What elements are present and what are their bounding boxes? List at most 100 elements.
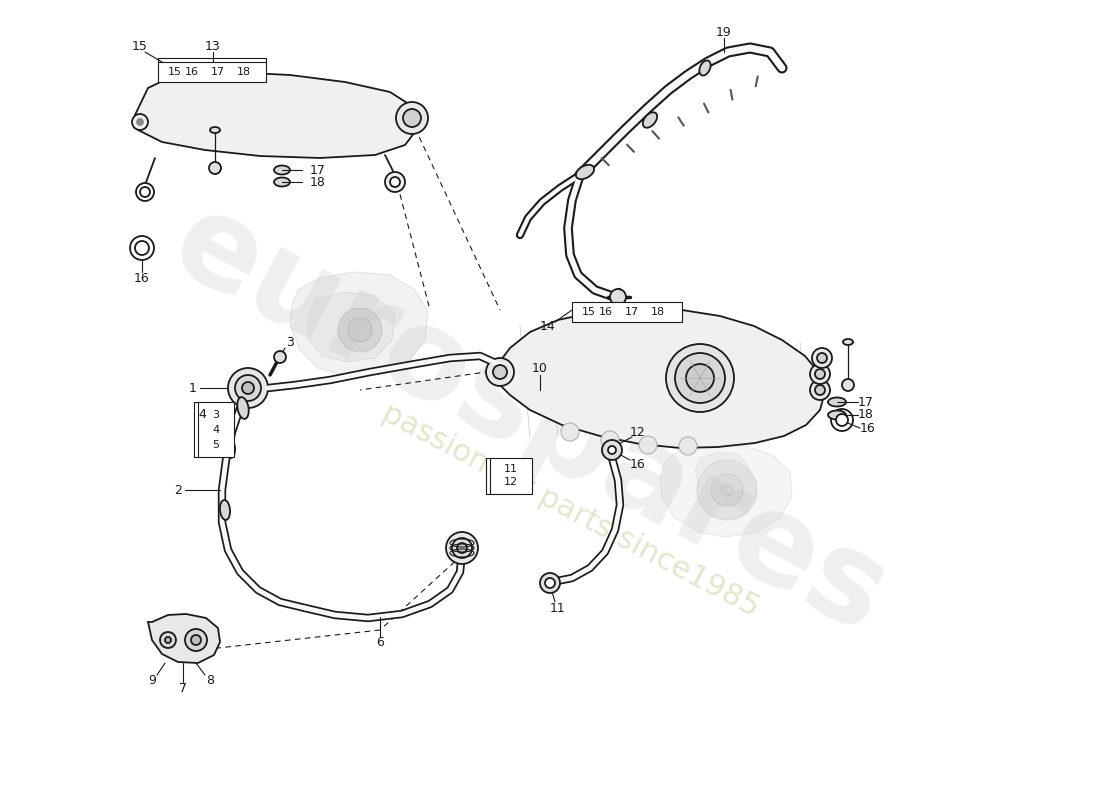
Circle shape xyxy=(165,637,170,643)
Circle shape xyxy=(817,353,827,363)
Circle shape xyxy=(675,353,725,403)
Text: 16: 16 xyxy=(185,67,199,77)
Circle shape xyxy=(456,543,468,553)
Polygon shape xyxy=(660,444,792,537)
Text: 3: 3 xyxy=(286,337,294,350)
Text: 5: 5 xyxy=(212,440,220,450)
Text: 11: 11 xyxy=(504,464,518,474)
Text: 13: 13 xyxy=(205,41,221,54)
Circle shape xyxy=(697,460,757,520)
Text: 19: 19 xyxy=(716,26,732,38)
Circle shape xyxy=(242,382,254,394)
Circle shape xyxy=(348,318,372,342)
Text: 18: 18 xyxy=(651,307,666,317)
Circle shape xyxy=(338,308,382,352)
Text: 11: 11 xyxy=(550,602,565,614)
Text: 16: 16 xyxy=(860,422,876,434)
Text: 16: 16 xyxy=(600,307,613,317)
Ellipse shape xyxy=(224,438,235,458)
Circle shape xyxy=(235,375,261,401)
Ellipse shape xyxy=(828,398,846,406)
Circle shape xyxy=(132,114,148,130)
Text: 18: 18 xyxy=(236,67,251,77)
Text: 15: 15 xyxy=(132,41,147,54)
Ellipse shape xyxy=(828,410,846,419)
Circle shape xyxy=(602,440,621,460)
Text: eurospares: eurospares xyxy=(153,181,907,659)
Circle shape xyxy=(228,368,268,408)
Circle shape xyxy=(452,538,472,558)
Circle shape xyxy=(140,187,150,197)
Polygon shape xyxy=(290,272,428,376)
Polygon shape xyxy=(695,452,748,496)
Circle shape xyxy=(396,102,428,134)
Circle shape xyxy=(720,484,733,496)
Circle shape xyxy=(608,446,616,454)
Text: 15: 15 xyxy=(582,307,596,317)
Circle shape xyxy=(191,635,201,645)
Ellipse shape xyxy=(843,339,852,345)
Circle shape xyxy=(679,437,697,455)
Circle shape xyxy=(385,172,405,192)
Circle shape xyxy=(601,431,619,449)
Circle shape xyxy=(403,109,421,127)
Ellipse shape xyxy=(238,397,249,419)
Circle shape xyxy=(815,369,825,379)
Polygon shape xyxy=(308,292,395,362)
Ellipse shape xyxy=(642,112,657,128)
Circle shape xyxy=(810,380,830,400)
Circle shape xyxy=(486,358,514,386)
Circle shape xyxy=(686,364,714,392)
Text: 17: 17 xyxy=(858,395,873,409)
Circle shape xyxy=(842,379,854,391)
Text: 16: 16 xyxy=(630,458,646,470)
Text: 14: 14 xyxy=(540,319,556,333)
Circle shape xyxy=(493,365,507,379)
Polygon shape xyxy=(148,614,220,663)
Text: 17: 17 xyxy=(310,163,326,177)
Ellipse shape xyxy=(575,165,594,179)
Circle shape xyxy=(666,344,734,412)
Circle shape xyxy=(836,414,848,426)
Circle shape xyxy=(810,364,830,384)
Bar xyxy=(198,402,234,457)
Polygon shape xyxy=(135,72,418,158)
Circle shape xyxy=(561,423,579,441)
Ellipse shape xyxy=(210,127,220,133)
Text: 18: 18 xyxy=(310,175,326,189)
Circle shape xyxy=(540,573,560,593)
Circle shape xyxy=(610,289,626,305)
Circle shape xyxy=(711,474,742,506)
Ellipse shape xyxy=(700,61,711,75)
Text: 17: 17 xyxy=(625,307,639,317)
Circle shape xyxy=(815,385,825,395)
Ellipse shape xyxy=(220,500,230,520)
Circle shape xyxy=(135,241,149,255)
Text: 4: 4 xyxy=(212,425,220,435)
Circle shape xyxy=(390,177,400,187)
Circle shape xyxy=(138,119,143,125)
Text: 7: 7 xyxy=(179,682,187,694)
Polygon shape xyxy=(495,308,825,448)
Ellipse shape xyxy=(274,178,290,186)
Text: passion for parts since1985: passion for parts since1985 xyxy=(376,398,763,622)
Circle shape xyxy=(812,348,832,368)
Text: 17: 17 xyxy=(211,67,226,77)
Text: 9: 9 xyxy=(148,674,156,686)
Circle shape xyxy=(136,183,154,201)
Circle shape xyxy=(544,578,556,588)
Circle shape xyxy=(185,629,207,651)
Ellipse shape xyxy=(274,166,290,174)
Text: 16: 16 xyxy=(134,271,150,285)
Circle shape xyxy=(160,632,176,648)
Text: 8: 8 xyxy=(206,674,214,686)
Bar xyxy=(572,302,682,322)
Text: 18: 18 xyxy=(858,409,873,422)
Text: 4: 4 xyxy=(198,409,206,422)
Text: 15: 15 xyxy=(168,67,182,77)
Circle shape xyxy=(274,351,286,363)
Bar xyxy=(490,458,532,494)
Text: 12: 12 xyxy=(630,426,646,438)
Circle shape xyxy=(830,409,852,431)
Text: 10: 10 xyxy=(532,362,548,374)
